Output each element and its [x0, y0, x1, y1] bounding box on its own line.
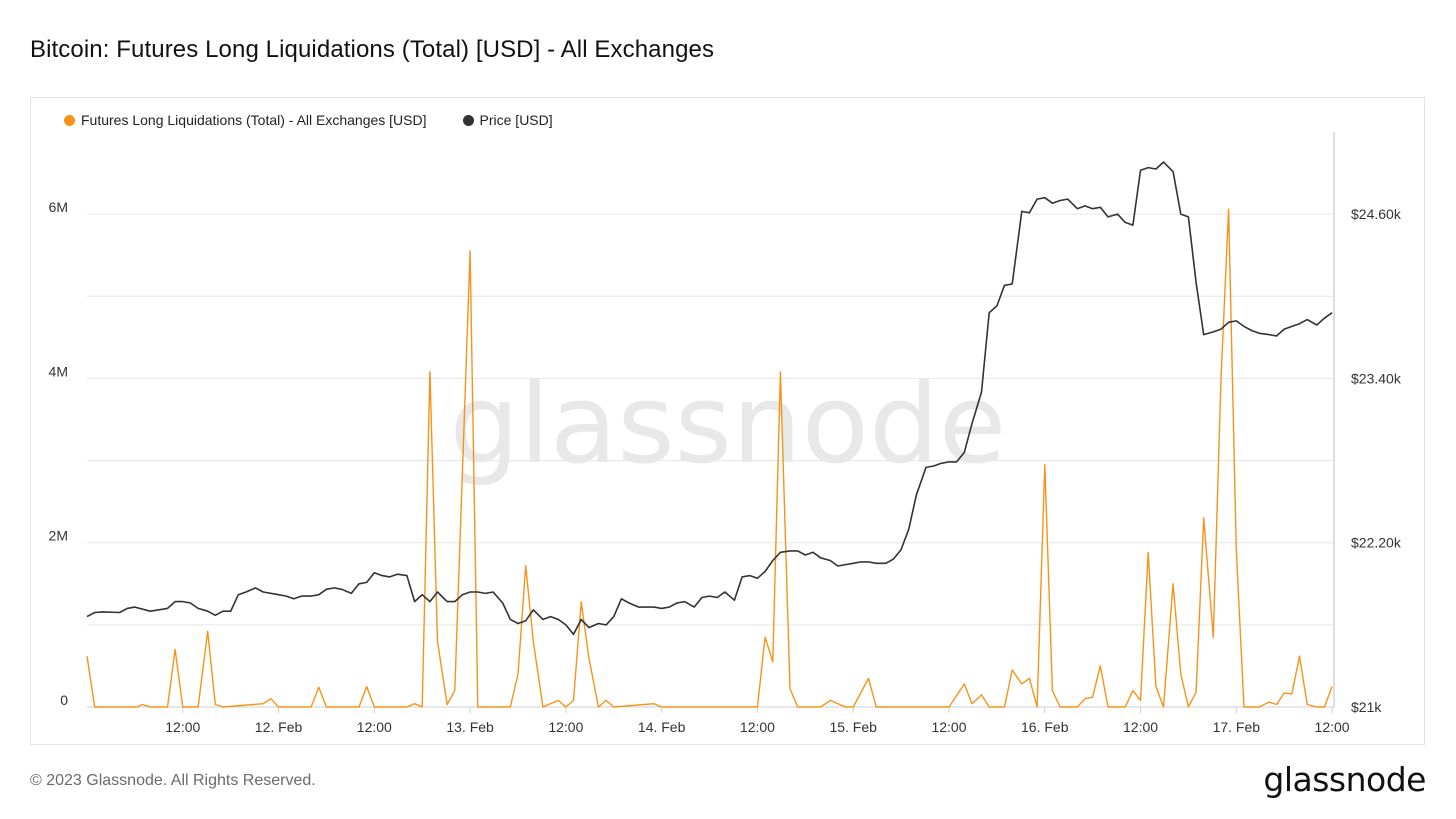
y-left-tick-label: 6M [49, 199, 68, 215]
series-line-price [86, 161, 1333, 636]
x-tick-label: 13. Feb [446, 719, 494, 735]
watermark: glassnode [450, 360, 1007, 488]
legend-marker-liquidations [64, 114, 75, 126]
x-tick-label: 12:00 [1315, 719, 1350, 735]
x-tick-label: 12:00 [931, 719, 966, 735]
y-right-tick-label: $21k [1351, 699, 1382, 715]
x-tick-label: 12:00 [548, 719, 583, 735]
legend-label-liquidations: Futures Long Liquidations (Total) - All … [81, 112, 427, 128]
y-right-tick-label: $24.60k [1351, 206, 1402, 222]
glassnode-logo[interactable]: glassnode [1263, 760, 1426, 799]
legend-label-price: Price [USD] [479, 112, 553, 128]
y-right-tick-label: $22.20k [1351, 535, 1402, 551]
y-left-tick-label: 0 [60, 692, 68, 708]
legend-item-price[interactable]: Price [USD] [462, 112, 553, 128]
footer-copyright: © 2023 Glassnode. All Rights Reserved. [30, 772, 316, 789]
legend-marker-price [462, 114, 474, 126]
chart-frame [30, 97, 1425, 745]
x-tick-label: 15. Feb [829, 719, 877, 735]
chart-legend: Futures Long Liquidations (Total) - All … [64, 112, 553, 128]
series [86, 161, 1333, 708]
x-tick-label: 12:00 [1123, 719, 1158, 735]
y-left-tick-label: 4M [49, 363, 68, 379]
legend-item-liquidations[interactable]: Futures Long Liquidations (Total) - All … [64, 112, 427, 128]
x-tick-label: 12:00 [165, 719, 200, 735]
x-tick-label: 17. Feb [1213, 719, 1261, 735]
x-tick-label: 16. Feb [1021, 719, 1069, 735]
x-tick-label: 12:00 [740, 719, 775, 735]
series-line-liquidations [86, 208, 1333, 708]
y-left-tick-label: 2M [49, 528, 68, 544]
x-tick-label: 14. Feb [638, 719, 686, 735]
grid-lines [87, 213, 1334, 626]
x-tick-label: 12:00 [357, 719, 392, 735]
x-tick-label: 12. Feb [255, 719, 303, 735]
page-title: Bitcoin: Futures Long Liquidations (Tota… [30, 36, 715, 63]
y-right-tick-label: $23.40k [1351, 370, 1402, 386]
